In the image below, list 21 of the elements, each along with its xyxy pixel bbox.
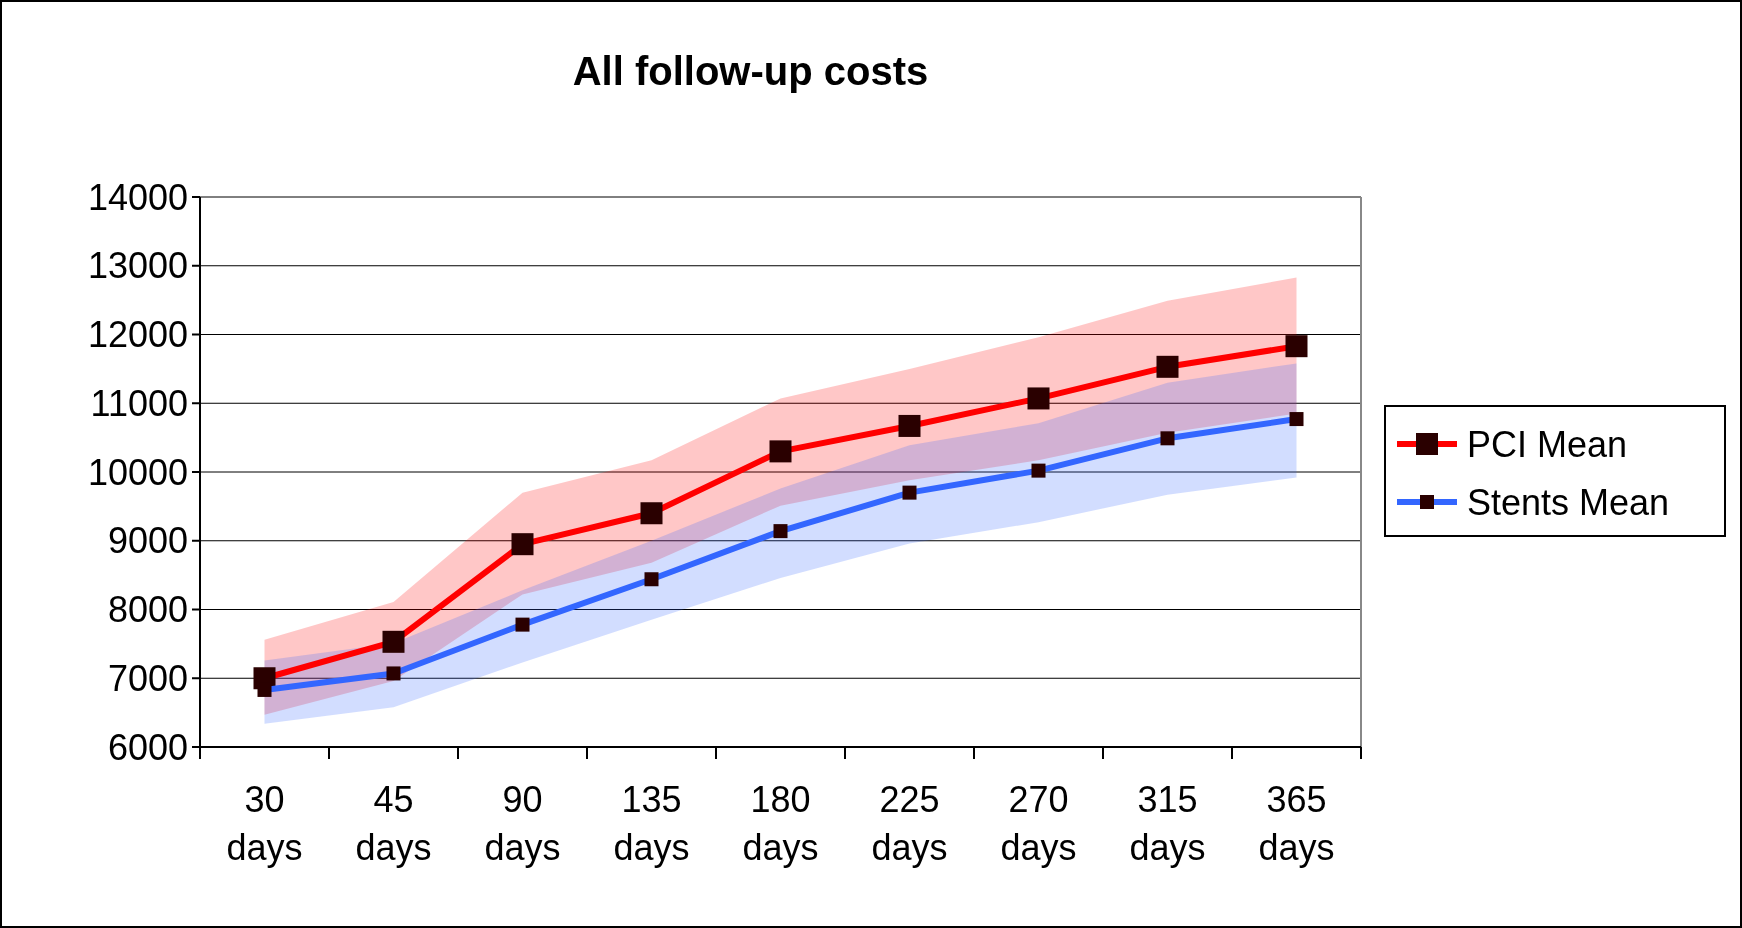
y-tick-label: 7000 — [107, 657, 188, 699]
x-tick-label: 270 days — [1000, 779, 1077, 868]
x-tick-label: 225 days — [871, 779, 948, 868]
x-tick-label: 315 days — [1129, 779, 1206, 868]
x-tick-label: 135 days — [613, 779, 690, 868]
y-tick-label: 6000 — [107, 726, 188, 768]
legend-label: Stents Mean — [1467, 481, 1670, 523]
y-tick-label: 11000 — [90, 382, 188, 424]
y-tick-label: 8000 — [107, 589, 188, 631]
chart-title: All follow-up costs — [572, 49, 929, 93]
y-tick-label: 12000 — [87, 314, 188, 356]
legend-label: PCI Mean — [1467, 423, 1628, 465]
x-tick-label: 365 days — [1258, 779, 1335, 868]
y-tick-label: 13000 — [87, 245, 188, 287]
x-tick-label: 90 days — [484, 779, 561, 868]
y-tick-label: 14000 — [87, 176, 188, 218]
x-tick-label: 30 days — [226, 779, 303, 868]
x-tick-label: 180 days — [742, 779, 819, 868]
y-tick-label: 9000 — [107, 520, 188, 562]
y-tick-label: 10000 — [87, 451, 188, 493]
x-tick-label: 45 days — [355, 779, 432, 868]
